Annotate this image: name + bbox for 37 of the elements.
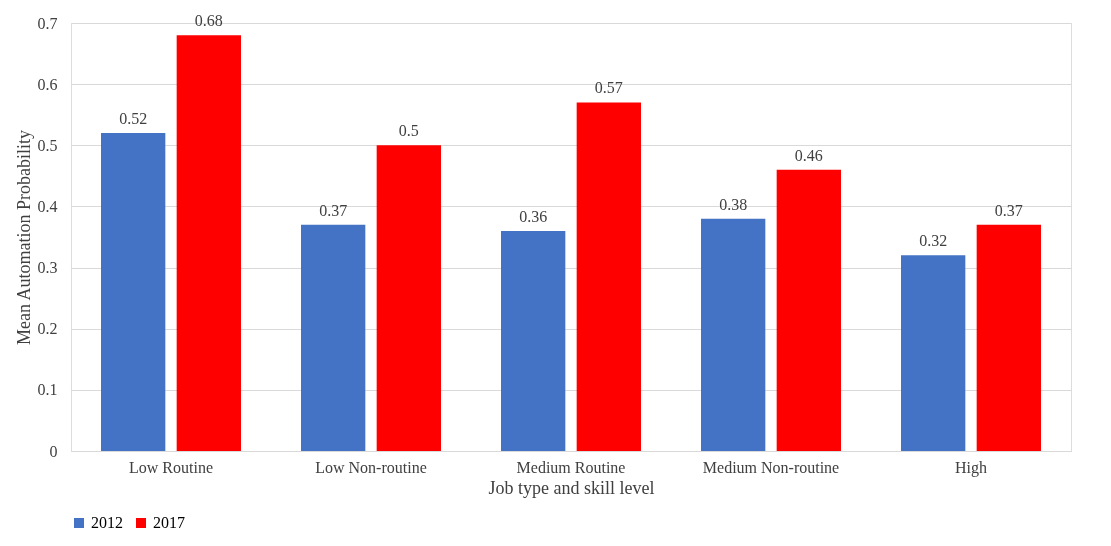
bar	[776, 169, 841, 451]
x-tick-label: Low Routine	[129, 458, 213, 476]
y-tick-label: 0.4	[37, 197, 58, 215]
x-tick-label: Medium Routine	[516, 458, 626, 476]
data-label: 0.57	[594, 79, 623, 97]
x-tick-label: Medium Non-routine	[702, 458, 840, 476]
data-label: 0.46	[794, 146, 823, 164]
bar	[101, 133, 166, 451]
data-label: 0.5	[398, 122, 419, 140]
legend-label: 2012	[91, 514, 123, 531]
data-label: 0.36	[519, 207, 548, 225]
y-tick-label: 0.3	[37, 259, 58, 277]
y-tick-label: 0	[49, 442, 58, 460]
bar	[501, 230, 566, 451]
bar	[901, 255, 966, 451]
bar	[701, 218, 766, 451]
data-label: 0.37	[994, 201, 1023, 219]
y-tick-label: 0.2	[37, 320, 58, 338]
bar	[576, 102, 641, 451]
x-tick-label: Low Non-routine	[315, 458, 427, 476]
data-label: 0.32	[919, 232, 948, 250]
bar	[301, 224, 366, 451]
bar	[176, 35, 241, 451]
y-tick-label: 0.7	[37, 14, 58, 32]
bar	[376, 145, 441, 451]
bar	[976, 224, 1041, 451]
data-label: 0.52	[119, 110, 148, 128]
y-tick-label: 0.6	[37, 75, 58, 93]
x-axis-title: Job type and skill level	[488, 477, 655, 498]
x-tick-label: High	[955, 458, 987, 477]
data-label: 0.68	[194, 12, 223, 30]
y-tick-label: 0.5	[37, 136, 58, 154]
y-axis-title: Mean Automation Probability	[13, 130, 34, 345]
y-tick-label: 0.1	[37, 381, 58, 399]
data-label: 0.38	[719, 195, 748, 213]
legend-label: 2017	[153, 514, 185, 531]
data-label: 0.37	[319, 201, 348, 219]
